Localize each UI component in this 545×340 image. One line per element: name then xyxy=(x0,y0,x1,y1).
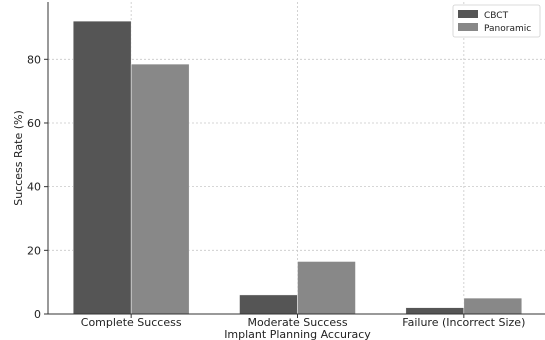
y-tick-label: 40 xyxy=(27,181,41,194)
y-tick-label: 60 xyxy=(27,117,41,130)
x-tick-label: Moderate Success xyxy=(247,316,347,329)
legend-swatch-cbct xyxy=(458,10,478,18)
x-tick-label: Complete Success xyxy=(81,316,182,329)
legend-swatch-panoramic xyxy=(458,23,478,31)
bar-panoramic-0 xyxy=(130,63,190,315)
bars-layer xyxy=(72,20,523,315)
x-axis-title: Implant Planning Accuracy xyxy=(224,328,371,340)
y-tick-label: 20 xyxy=(27,244,41,257)
legend-label-cbct: CBCT xyxy=(484,11,509,21)
y-tick-label: 0 xyxy=(34,308,41,321)
bar-cbct-1 xyxy=(239,294,298,315)
y-tick-label: 80 xyxy=(27,53,41,66)
bar-panoramic-2 xyxy=(463,297,523,315)
x-tick-label: Failure (Incorrect Size) xyxy=(402,316,525,329)
legend: CBCT Panoramic xyxy=(452,4,541,38)
y-axis-title: Success Rate (%) xyxy=(12,110,25,206)
legend-label-panoramic: Panoramic xyxy=(484,24,531,34)
ticks-layer: 0 20 40 60 80 Complete Success Moderate Succes… xyxy=(27,53,525,329)
bar-cbct-0 xyxy=(72,20,132,315)
bar-panoramic-1 xyxy=(297,261,356,315)
bar-cbct-2 xyxy=(405,307,465,315)
